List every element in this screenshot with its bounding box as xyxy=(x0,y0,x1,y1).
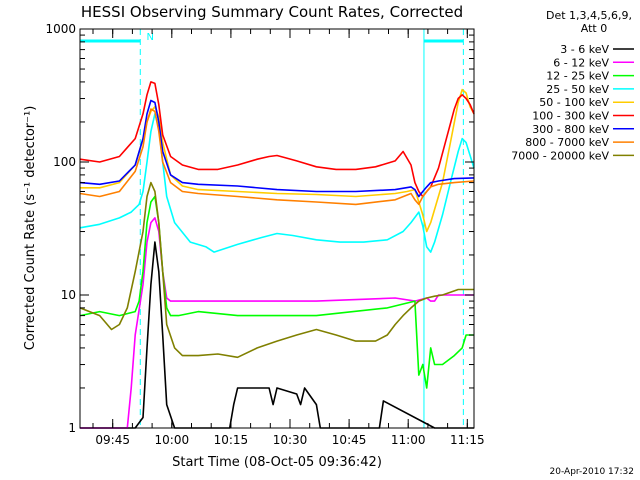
y-tick-label: 1000 xyxy=(45,22,76,36)
legend-label: 12 - 25 keV xyxy=(546,70,609,83)
legend-label: 300 - 800 keV xyxy=(532,123,609,136)
x-axis: 09:45 10:00 10:15 10:30 10:45 11:00 11:15 xyxy=(92,29,485,447)
legend-label: 3 - 6 keV xyxy=(560,43,609,56)
series-line xyxy=(80,241,474,429)
legend-label: 50 - 100 keV xyxy=(539,96,609,109)
footer-timestamp: 20-Apr-2010 17:32 xyxy=(550,467,634,477)
x-tick-label: 10:15 xyxy=(214,433,249,447)
legend-label: 7000 - 20000 keV xyxy=(511,149,609,162)
x-tick-label: 10:30 xyxy=(273,433,308,447)
x-tick-label: 11:00 xyxy=(391,433,426,447)
series-line xyxy=(79,99,475,198)
chart-title: HESSI Observing Summary Count Rates, Cor… xyxy=(81,3,463,21)
night-label: N xyxy=(147,32,154,43)
series-line xyxy=(79,181,474,359)
legend-header-line-1: Det 1,3,4,5,6,9, xyxy=(546,9,632,22)
legend-label: 100 - 300 keV xyxy=(532,110,609,123)
y-tick-label: 10 xyxy=(61,288,76,302)
y-tick-label: 100 xyxy=(53,155,76,169)
y-axis-label: Corrected Count Rate (s⁻¹ detector⁻¹) xyxy=(23,106,38,351)
x-tick-label: 10:00 xyxy=(155,433,190,447)
x-axis-label: Start Time (08-Oct-05 09:36:42) xyxy=(172,455,382,470)
x-tick-label: 10:45 xyxy=(332,433,367,447)
plot-frame xyxy=(79,28,475,429)
legend-header-line-2: Att 0 xyxy=(581,22,607,35)
series-line xyxy=(80,217,474,429)
series-line xyxy=(79,81,475,198)
y-axis: 1 10 100 1000 xyxy=(45,22,474,435)
legend-label: 25 - 50 keV xyxy=(546,83,609,96)
legend-label: 6 - 12 keV xyxy=(553,56,609,69)
series-line xyxy=(79,113,475,253)
legend-label: 800 - 7000 keV xyxy=(525,136,609,149)
series-line xyxy=(79,195,474,389)
series-line xyxy=(79,108,475,206)
x-tick-label: 09:45 xyxy=(95,433,130,447)
y-tick-label: 1 xyxy=(68,421,76,435)
x-tick-label: 11:15 xyxy=(450,433,485,447)
series-layer xyxy=(79,81,475,429)
